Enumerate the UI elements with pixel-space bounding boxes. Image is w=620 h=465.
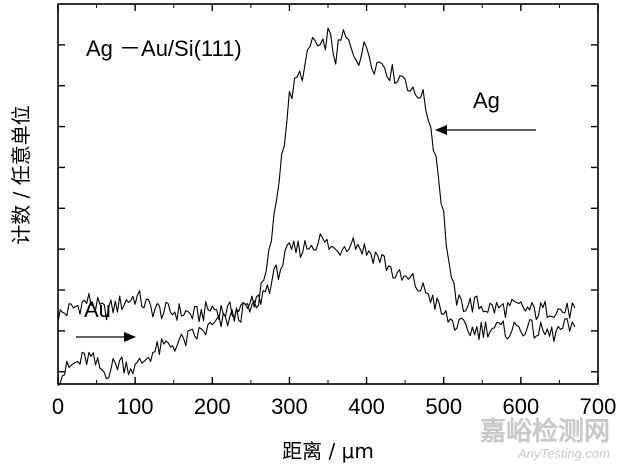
x-tick-label: 300 bbox=[271, 394, 308, 419]
x-axis-title: 距离 / μm bbox=[282, 439, 374, 463]
axis-ticks bbox=[57, 4, 599, 384]
x-tick-label: 200 bbox=[194, 394, 231, 419]
series-layer bbox=[57, 27, 576, 387]
x-tick-label: 100 bbox=[117, 394, 154, 419]
x-tick-labels: 0 100 200 300 400 500 600 700 bbox=[52, 394, 616, 419]
watermark: 嘉峪检测网 AnyTesting.com bbox=[480, 418, 610, 461]
x-tick-label: 700 bbox=[580, 394, 617, 419]
x-tick-label: 400 bbox=[348, 394, 385, 419]
plot-frame bbox=[57, 3, 599, 385]
au-arrow-head bbox=[124, 332, 136, 342]
ag-label: Ag bbox=[473, 88, 500, 113]
x-tick-label: 0 bbox=[52, 394, 64, 419]
watermark-en: AnyTesting.com bbox=[517, 446, 610, 461]
x-tick-label: 600 bbox=[502, 394, 539, 419]
au-label: Au bbox=[84, 297, 111, 322]
watermark-cn: 嘉峪检测网 bbox=[479, 417, 610, 447]
sample-label: Ag －Au/Si(111) bbox=[86, 36, 242, 61]
ag-arrow-head bbox=[435, 125, 447, 135]
series-line-au bbox=[57, 233, 576, 387]
x-tick-label: 500 bbox=[425, 394, 462, 419]
y-axis-title: 计数 / 任意单位 bbox=[9, 105, 33, 244]
series-line-ag bbox=[57, 27, 576, 323]
